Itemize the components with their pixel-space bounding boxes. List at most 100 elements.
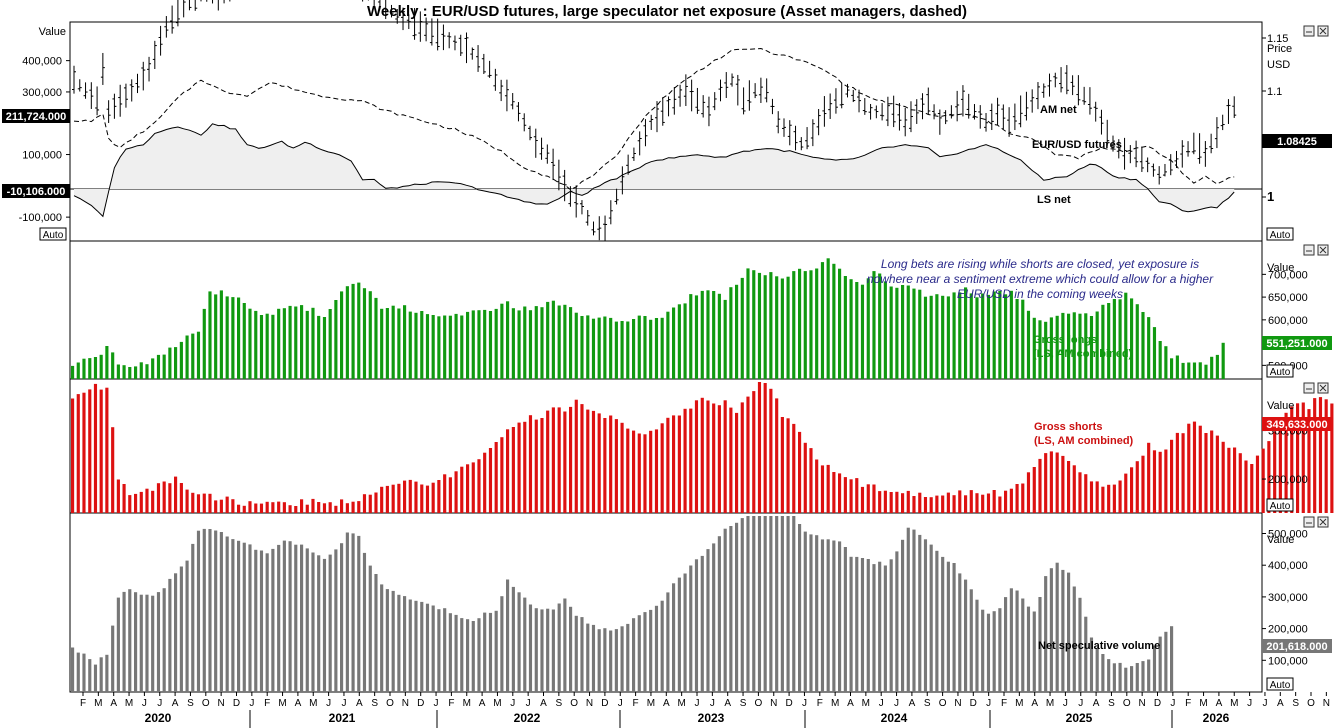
ohlc-bar	[152, 40, 157, 70]
x-axis-month-label: A	[847, 698, 854, 709]
panel-minimize-icon-3[interactable]	[1303, 516, 1315, 528]
net-volume-bar	[683, 573, 687, 692]
ohlc-bar	[395, 9, 400, 24]
eurusd-ohlc-bars	[72, 0, 1237, 241]
net-volume-bar	[511, 586, 515, 692]
gross-shorts-bar	[986, 493, 991, 513]
eurusd-price-label: 1.08425	[1277, 136, 1317, 148]
gross-longs-bar	[443, 315, 447, 379]
ohlc-bar	[816, 108, 821, 136]
x-axis-month-label: A	[356, 698, 363, 709]
gross-longs-bar	[82, 358, 86, 379]
x-axis-month-label: D	[970, 698, 977, 709]
ohlc-bar	[857, 89, 862, 113]
net-volume-axis-tick-label: 500,000	[1268, 529, 1308, 541]
x-axis-month-label: J	[879, 698, 884, 709]
gross-longs-bar	[677, 304, 681, 379]
gross-longs-bar	[820, 262, 825, 379]
gross-longs-bar	[964, 287, 968, 379]
ohlc-bar	[643, 119, 648, 147]
ohlc-bar	[499, 79, 504, 102]
net-volume-bar	[1118, 662, 1122, 692]
net-volume-bar	[174, 573, 178, 692]
ohlc-bar	[556, 159, 561, 191]
net-volume-bar	[591, 624, 596, 692]
net-volume-bar	[735, 522, 739, 692]
x-axis-month-label: J	[710, 698, 715, 709]
ohlc-bar	[481, 53, 486, 75]
gross-longs-bar	[918, 289, 922, 379]
gross-shorts-bar	[1187, 423, 1191, 513]
ohlc-bar	[851, 89, 856, 103]
gross-shorts-bar	[712, 403, 716, 513]
gross-shorts-bar	[735, 412, 739, 513]
ohlc-bar	[787, 120, 792, 146]
net-volume-bar	[1021, 598, 1025, 692]
x-axis-month-label: N	[954, 698, 961, 709]
net-volume-bar	[712, 543, 716, 692]
gross-longs-bar	[1192, 362, 1197, 379]
net-volume-bar	[878, 561, 882, 692]
gross-shorts-bar	[620, 422, 624, 513]
gross-longs-bar	[231, 297, 235, 379]
gross-longs-bar	[866, 278, 870, 379]
gross-shorts-bar	[775, 398, 779, 513]
gross-shorts-auto-label-box	[1266, 498, 1294, 512]
gross-longs-bar	[620, 321, 624, 379]
net-volume-bar	[534, 608, 538, 692]
gross-shorts-bar	[660, 423, 664, 513]
net-volume-bar	[763, 516, 767, 692]
gross-longs-bar	[254, 310, 258, 379]
net-volume-bar	[374, 574, 378, 692]
x-axis-month-label: O	[939, 698, 947, 709]
ohlc-bar	[1064, 65, 1069, 95]
gross-longs-bar	[414, 312, 418, 379]
net-volume-bar	[883, 565, 887, 692]
gross-longs-bar	[775, 276, 779, 379]
panel-minimize-icon-2[interactable]	[1303, 382, 1315, 394]
ohlc-bar	[914, 99, 919, 124]
x-axis-month-label: J	[986, 698, 991, 709]
gross-longs-bar	[397, 308, 401, 379]
ohlc-bar	[504, 79, 509, 112]
gross-longs-bar	[134, 366, 138, 379]
net-volume-auto-label: Auto	[1270, 680, 1291, 691]
gross-longs-bar	[311, 307, 315, 379]
x-axis-month-label: M	[309, 698, 317, 709]
gross-longs-bar	[385, 308, 389, 379]
panel-minimize-icon-0[interactable]	[1303, 25, 1315, 37]
ohlc-bar	[949, 105, 954, 119]
x-axis-month-label: M	[1015, 698, 1023, 709]
ohlc-bar	[1226, 99, 1231, 124]
ohlc-bar	[689, 79, 694, 112]
gross-longs-bar	[666, 311, 670, 379]
gross-longs-bar	[357, 282, 361, 379]
net-volume-bar	[380, 584, 384, 692]
x-axis-month-label: M	[1199, 698, 1207, 709]
gross-shorts-bar	[1284, 412, 1288, 513]
ohlc-bar	[776, 111, 781, 134]
gross-shorts-bar	[1084, 474, 1088, 513]
gross-longs-bar	[683, 303, 687, 379]
gross-longs-bar	[1135, 304, 1139, 379]
x-axis-month-label: O	[755, 698, 763, 709]
gross-longs-bar	[1021, 299, 1025, 379]
net-volume-bar	[311, 552, 315, 692]
net-volume-bar	[357, 535, 361, 692]
net-volume-bar	[969, 589, 973, 692]
ohlc-bar	[452, 35, 457, 51]
gross-shorts-bar	[1244, 460, 1248, 513]
gross-shorts-bar	[1130, 467, 1134, 513]
gross-longs-bar	[277, 308, 281, 379]
net-volume-axis-tick-label: 100,000	[1268, 655, 1308, 667]
panel-minimize-icon-1[interactable]	[1303, 244, 1315, 256]
gross-longs-bar	[1158, 341, 1162, 379]
gross-shorts-bar	[454, 471, 458, 513]
gross-longs-bar	[248, 308, 252, 379]
ohlc-bar	[631, 147, 636, 161]
x-axis-month-label: J	[894, 698, 899, 709]
net-volume-bar	[242, 542, 246, 692]
gross-longs-bar	[162, 354, 166, 379]
gross-shorts-bar	[1238, 453, 1242, 513]
gross-longs-bar	[603, 316, 607, 379]
